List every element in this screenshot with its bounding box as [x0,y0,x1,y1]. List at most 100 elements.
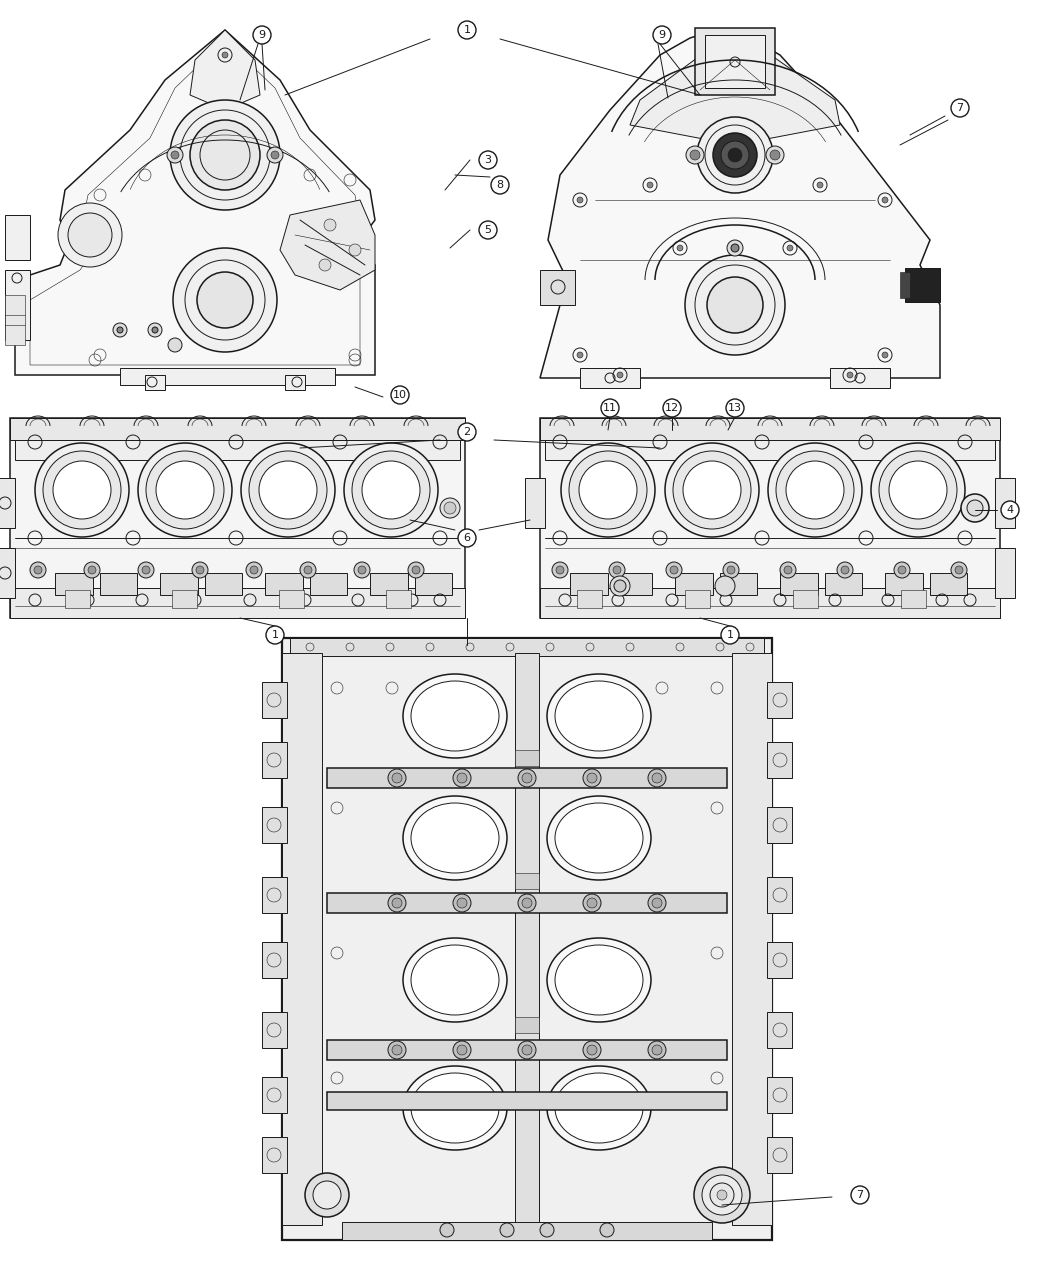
Circle shape [392,1046,402,1054]
Circle shape [666,562,683,578]
Bar [327,1091,727,1111]
Bar [830,368,890,388]
Bar [279,590,304,608]
Circle shape [168,338,182,352]
Circle shape [613,566,621,574]
Circle shape [686,147,704,164]
Circle shape [653,26,671,45]
Circle shape [766,147,784,164]
Circle shape [522,773,532,783]
Bar [5,215,30,260]
Circle shape [518,769,536,787]
Bar [732,653,772,1225]
Circle shape [837,562,853,578]
Circle shape [578,352,583,358]
Circle shape [391,386,410,404]
Circle shape [768,442,862,537]
Bar [10,418,465,618]
Circle shape [148,323,162,337]
Ellipse shape [411,803,499,873]
Circle shape [146,451,224,529]
Circle shape [715,576,735,595]
Circle shape [727,240,743,256]
Ellipse shape [411,1074,499,1142]
Bar [514,750,539,766]
Text: 13: 13 [728,403,742,413]
Circle shape [453,1040,471,1060]
Circle shape [702,1176,742,1215]
Circle shape [540,1223,554,1237]
Circle shape [68,213,112,258]
Circle shape [152,326,158,333]
Circle shape [817,182,823,187]
Circle shape [652,898,662,908]
Circle shape [458,529,476,547]
Polygon shape [630,31,840,145]
Bar [705,34,765,88]
Circle shape [522,1046,532,1054]
Text: 4: 4 [1007,505,1013,515]
Circle shape [43,451,121,529]
Circle shape [52,462,111,519]
Bar [766,1077,792,1113]
Ellipse shape [547,1066,651,1150]
Circle shape [727,566,735,574]
Circle shape [665,442,759,537]
Bar [262,1012,287,1048]
Circle shape [196,566,204,574]
Circle shape [847,372,853,377]
Circle shape [173,249,277,352]
Text: 7: 7 [857,1190,863,1200]
Circle shape [614,580,626,592]
Circle shape [776,451,854,529]
Circle shape [682,462,741,519]
Circle shape [898,566,906,574]
Circle shape [673,451,751,529]
Circle shape [259,462,317,519]
Bar [514,653,539,1225]
Circle shape [648,1040,666,1060]
Text: 7: 7 [957,103,964,113]
Bar [65,590,90,608]
Ellipse shape [403,674,507,759]
Bar [766,1137,792,1173]
Circle shape [552,562,568,578]
Text: 6: 6 [463,533,470,543]
Circle shape [788,245,793,251]
Circle shape [392,898,402,908]
Ellipse shape [555,945,643,1015]
Circle shape [648,769,666,787]
Circle shape [578,198,583,203]
Circle shape [967,500,983,516]
Text: 1: 1 [463,26,470,34]
Text: 5: 5 [484,224,491,235]
Circle shape [731,244,739,252]
Ellipse shape [547,796,651,880]
Circle shape [587,898,597,908]
Circle shape [192,562,208,578]
Circle shape [388,1040,406,1060]
Circle shape [138,442,232,537]
Circle shape [721,626,739,644]
Ellipse shape [555,681,643,751]
Circle shape [440,499,460,518]
Circle shape [324,219,336,231]
Bar [10,588,465,618]
Bar [262,942,287,978]
Bar [514,1017,539,1033]
Circle shape [648,894,666,912]
Circle shape [167,147,183,163]
Bar [5,295,25,346]
Circle shape [253,26,271,45]
Bar [525,478,545,528]
Circle shape [518,894,536,912]
Bar [766,877,792,913]
Circle shape [518,1040,536,1060]
Circle shape [522,898,532,908]
Circle shape [717,1190,727,1200]
Circle shape [408,562,424,578]
Polygon shape [540,31,940,377]
Text: 11: 11 [603,403,617,413]
Text: 9: 9 [258,31,266,40]
Bar [514,873,539,889]
